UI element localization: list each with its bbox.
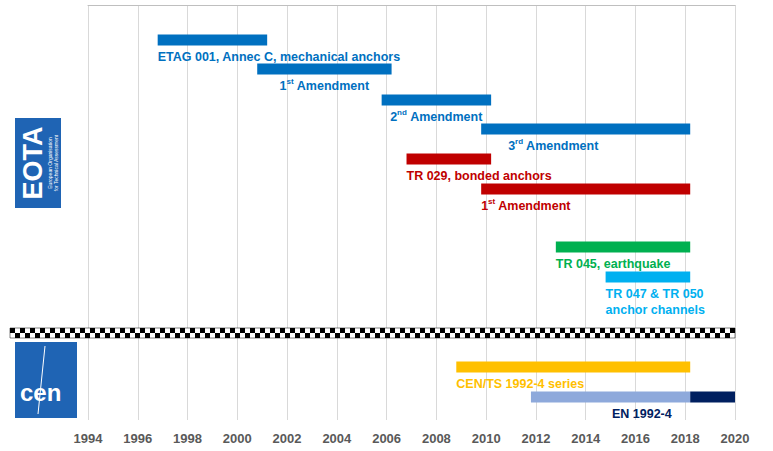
- svg-text:2014: 2014: [571, 431, 601, 446]
- svg-text:2: 2: [390, 110, 397, 124]
- svg-text:TR 047 & TR 050: TR 047 & TR 050: [606, 287, 704, 301]
- svg-text:2006: 2006: [372, 431, 401, 446]
- svg-text:2010: 2010: [472, 431, 501, 446]
- svg-text:TR 029, bonded anchors: TR 029, bonded anchors: [407, 169, 552, 183]
- svg-text:CEN/TS 1992-4 series: CEN/TS 1992-4 series: [456, 377, 584, 391]
- svg-text:Amendment: Amendment: [495, 199, 571, 213]
- svg-text:1: 1: [481, 199, 488, 213]
- svg-text:2016: 2016: [621, 431, 650, 446]
- svg-text:3: 3: [508, 139, 515, 153]
- svg-text:st: st: [286, 77, 293, 86]
- svg-text:2002: 2002: [273, 431, 302, 446]
- svg-text:2004: 2004: [322, 431, 352, 446]
- svg-text:st: st: [488, 197, 496, 206]
- svg-text:EOTA: EOTA: [18, 127, 48, 200]
- svg-text:1994: 1994: [74, 431, 104, 446]
- svg-text:European Organisation: European Organisation: [47, 137, 53, 189]
- svg-text:2020: 2020: [721, 431, 750, 446]
- svg-text:Amendment: Amendment: [294, 79, 370, 93]
- svg-text:2008: 2008: [422, 431, 451, 446]
- svg-text:Amendment: Amendment: [407, 110, 483, 124]
- svg-text:for Technical Assessment: for Technical Assessment: [53, 134, 59, 191]
- svg-text:anchor channels: anchor channels: [606, 303, 705, 317]
- svg-text:2018: 2018: [671, 431, 700, 446]
- svg-text:EN 1992-4: EN 1992-4: [612, 407, 672, 421]
- svg-text:TR 045, earthquake: TR 045, earthquake: [556, 257, 671, 271]
- svg-text:rd: rd: [515, 137, 523, 146]
- svg-text:ETAG 001, Annec C, mechanical: ETAG 001, Annec C, mechanical anchors: [158, 50, 400, 64]
- svg-text:1: 1: [280, 79, 287, 93]
- svg-text:Amendment: Amendment: [523, 139, 599, 153]
- svg-text:2012: 2012: [521, 431, 550, 446]
- svg-text:nd: nd: [397, 108, 407, 117]
- svg-text:cen: cen: [20, 379, 61, 406]
- svg-text:1996: 1996: [123, 431, 152, 446]
- svg-text:2000: 2000: [223, 431, 252, 446]
- svg-text:1998: 1998: [173, 431, 202, 446]
